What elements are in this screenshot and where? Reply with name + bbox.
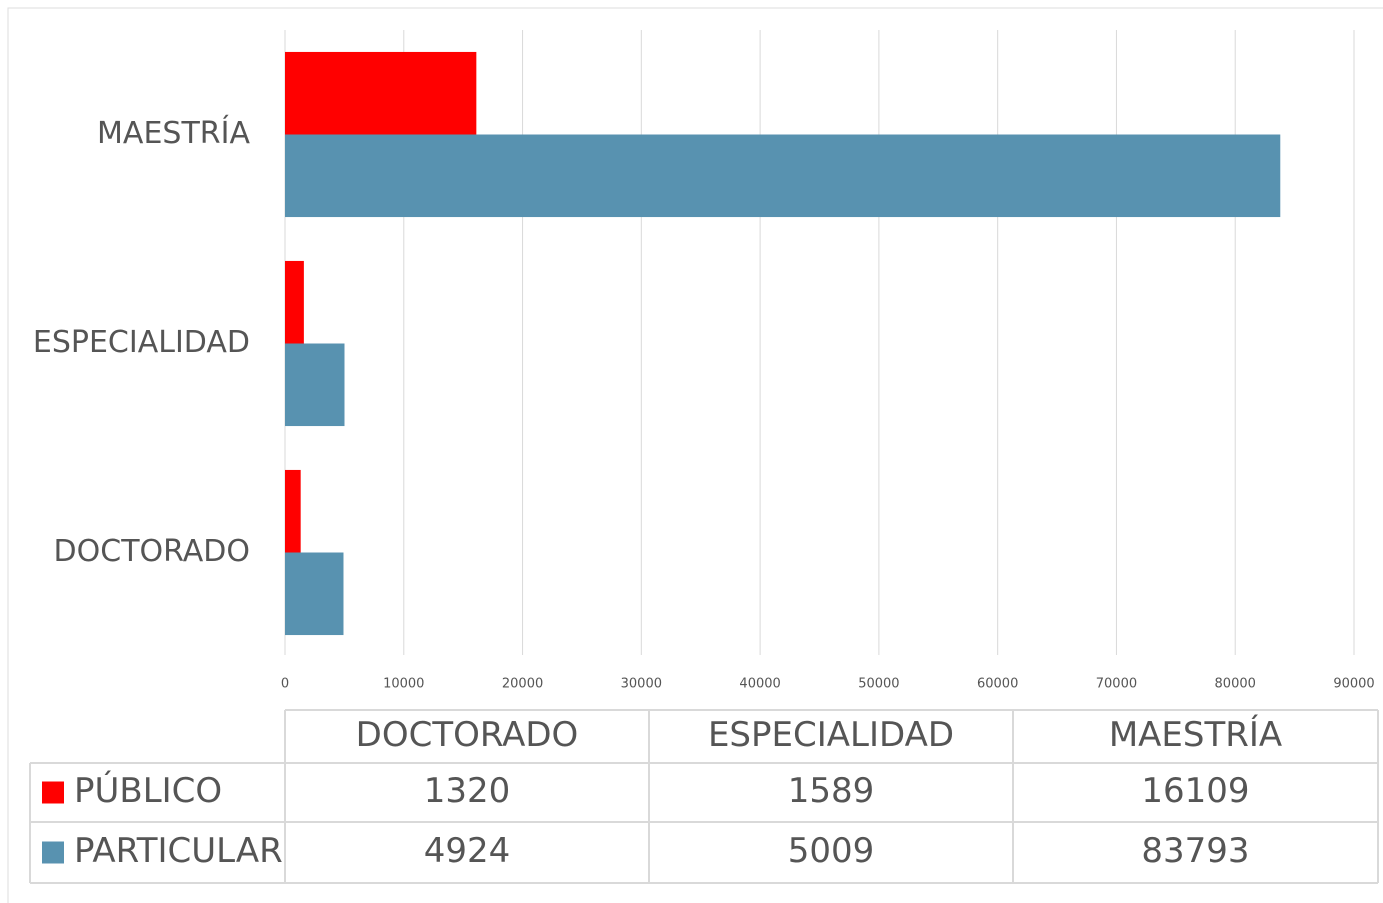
legend-label: PÚBLICO [74, 770, 222, 811]
y-tick-label: DOCTORADO [54, 534, 250, 569]
x-tick-label: 40000 [739, 677, 780, 692]
legend-swatch [42, 841, 64, 864]
table-header: ESPECIALIDAD [708, 715, 954, 755]
x-tick-label: 70000 [1096, 677, 1137, 692]
bar [285, 552, 344, 636]
bar [285, 260, 304, 344]
bar [285, 343, 345, 427]
table-cell: 5009 [788, 831, 875, 871]
table-cell: 16109 [1141, 771, 1249, 811]
x-tick-label: 50000 [858, 677, 899, 692]
table-cell: 1320 [424, 771, 511, 811]
table-cell: 83793 [1141, 831, 1249, 871]
y-tick-label: ESPECIALIDAD [33, 325, 250, 360]
bar [285, 51, 477, 135]
chart-border [7, 7, 1383, 903]
table-cell: 4924 [424, 831, 511, 871]
table-cell: 1589 [788, 771, 875, 811]
table-header: DOCTORADO [356, 715, 579, 755]
legend-swatch [42, 781, 64, 804]
bar [285, 134, 1281, 218]
x-tick-label: 90000 [1333, 677, 1374, 692]
x-tick-label: 20000 [502, 677, 543, 692]
x-tick-label: 30000 [621, 677, 662, 692]
x-tick-label: 60000 [977, 677, 1018, 692]
bar [285, 469, 301, 553]
x-tick-label: 0 [281, 677, 289, 692]
legend-label: PARTICULAR [74, 831, 283, 871]
y-tick-label: MAESTRÍA [97, 115, 250, 151]
x-tick-label: 10000 [383, 677, 424, 692]
x-tick-label: 80000 [1215, 677, 1256, 692]
table-header: MAESTRÍA [1109, 714, 1282, 755]
